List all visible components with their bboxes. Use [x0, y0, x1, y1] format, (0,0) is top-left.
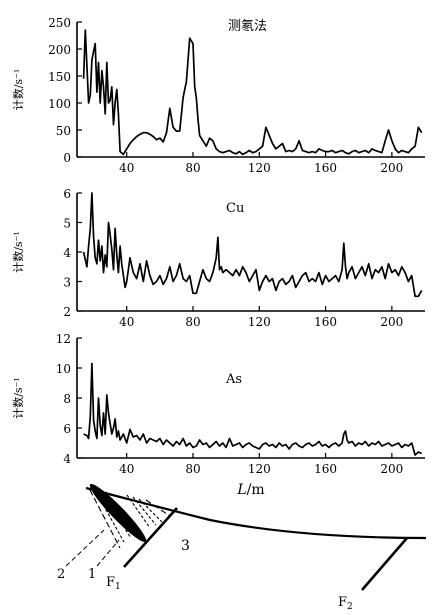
- x-axis-label-variable: L: [236, 482, 246, 498]
- zone-3-label: 3: [181, 538, 190, 554]
- y-tick-label: 2: [63, 305, 71, 319]
- y-tick-label: 10: [56, 362, 71, 376]
- y-tick-label: 150: [48, 70, 71, 84]
- alteration-zone-hatching: [95, 491, 163, 543]
- panel-title: Cu: [226, 201, 244, 216]
- y-tick-label: 100: [48, 97, 71, 111]
- y-tick-label: 12: [56, 332, 71, 346]
- x-tick-label: 40: [119, 315, 134, 329]
- x-tick-label: 200: [380, 315, 403, 329]
- x-tick-label: 200: [380, 161, 403, 175]
- x-tick-label: 80: [185, 315, 200, 329]
- chart-panel-3: 4 6 8 10 12 40 80 120 160 200 计数/s⁻¹ As L/m: [12, 332, 425, 498]
- chart-panels: 0 50 100 150 200 250 40 80 120 160 200 计数/s⁻¹ 测氡法 2 3 4…: [12, 16, 425, 498]
- fault-line-f1: [123, 507, 178, 568]
- y-tick-label: 6: [63, 422, 71, 436]
- leader-line-zone2: [65, 529, 105, 567]
- y-tick-label: 5: [63, 217, 71, 231]
- y-tick-label: 250: [48, 16, 71, 30]
- x-tick-label: 40: [119, 161, 134, 175]
- zone-1-label: 1: [88, 567, 96, 582]
- fault-line-f2: [361, 537, 408, 591]
- x-tick-label: 120: [248, 161, 271, 175]
- leader-line-zone1: [96, 539, 120, 567]
- y-tick-label: 0: [63, 151, 71, 165]
- x-tick-label: 80: [185, 462, 200, 476]
- y-axis-label: 计数/s⁻¹: [12, 69, 25, 111]
- fault-f1-subscript: 1: [115, 582, 121, 592]
- series-line: [82, 192, 423, 298]
- alteration-zone-outline: [89, 489, 171, 549]
- chart-panel-1: 0 50 100 150 200 250 40 80 120 160 200 计数/s⁻¹ 测氡法: [12, 16, 425, 175]
- fault-f2-subscript: 2: [347, 602, 353, 612]
- zone-2-label: 2: [57, 567, 65, 582]
- x-tick-label: 200: [380, 462, 403, 476]
- x-axis-label-unit: /m: [247, 482, 265, 498]
- x-tick-label: 120: [248, 315, 271, 329]
- x-tick-label: 80: [185, 161, 200, 175]
- fault-f2-label: F2: [338, 595, 353, 612]
- fault-f1-label: F1: [106, 575, 121, 592]
- x-tick-label: 120: [248, 462, 271, 476]
- chart-panel-2: 2 3 4 5 6 40 80 120 160 200 计数/s⁻¹ Cu: [12, 187, 425, 329]
- series-line: [82, 29, 423, 156]
- fault-f1-letter: F: [106, 575, 115, 590]
- y-tick-label: 200: [48, 43, 71, 57]
- x-axis-label: L/m: [236, 482, 264, 498]
- y-tick-label: 4: [63, 452, 71, 466]
- y-axis-label: 计数/s⁻¹: [12, 377, 25, 419]
- panel-title: As: [225, 372, 242, 387]
- panel-title: 测氡法: [228, 18, 267, 34]
- fault-f2-letter: F: [338, 595, 347, 610]
- y-tick-label: 8: [63, 392, 71, 406]
- ore-body: [89, 483, 147, 543]
- y-tick-label: 4: [63, 246, 71, 260]
- x-tick-label: 160: [314, 315, 337, 329]
- geological-section: 2 1 3 F1 F2: [57, 483, 427, 612]
- x-tick-label: 40: [119, 462, 134, 476]
- y-axis-label: 计数/s⁻¹: [12, 231, 25, 273]
- series-line: [83, 362, 423, 456]
- x-tick-label: 160: [314, 161, 337, 175]
- y-tick-label: 6: [63, 187, 71, 201]
- y-tick-label: 3: [63, 276, 71, 290]
- y-tick-label: 50: [56, 124, 71, 138]
- x-tick-label: 160: [314, 462, 337, 476]
